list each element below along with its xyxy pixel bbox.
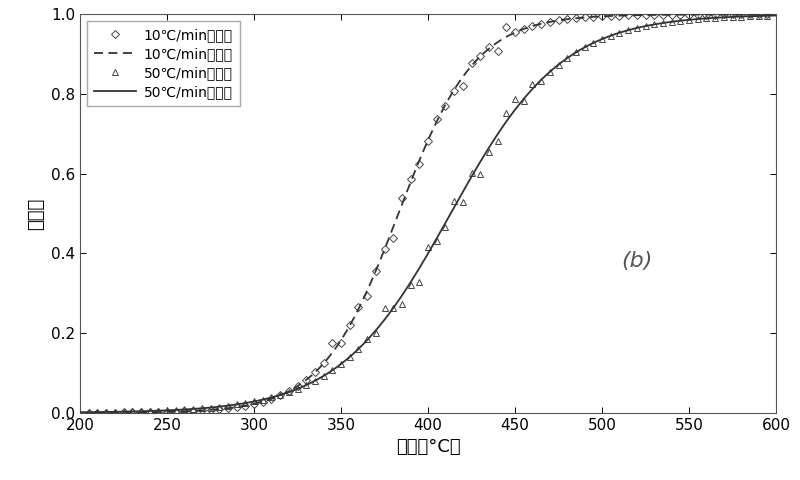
Y-axis label: 转化率: 转化率 [27, 197, 46, 230]
Text: (b): (b) [621, 252, 653, 271]
10℃/min实验点 [475, 53, 485, 59]
50℃/min计算值 [75, 409, 85, 415]
50℃/min实验点 [84, 409, 94, 415]
10℃/min实验点 [762, 12, 772, 17]
10℃/min计算值 [771, 12, 781, 17]
50℃/min计算值 [750, 13, 760, 19]
10℃/min实验点 [266, 396, 276, 402]
50℃/min计算值 [414, 267, 423, 273]
10℃/min实验点 [362, 293, 372, 299]
10℃/min实验点 [580, 14, 590, 20]
50℃/min计算值 [395, 296, 405, 301]
10℃/min计算值 [414, 160, 423, 166]
50℃/min计算值 [771, 12, 781, 18]
Line: 50℃/min实验点: 50℃/min实验点 [86, 12, 770, 416]
50℃/min实验点 [354, 346, 363, 352]
50℃/min实验点 [580, 45, 590, 50]
Line: 10℃/min实验点: 10℃/min实验点 [86, 12, 770, 416]
X-axis label: 温度（°C）: 温度（°C） [396, 438, 460, 456]
10℃/min计算值 [623, 12, 633, 18]
10℃/min计算值 [750, 12, 760, 17]
Line: 10℃/min计算值: 10℃/min计算值 [80, 14, 776, 413]
10℃/min实验点 [84, 410, 94, 416]
10℃/min实验点 [250, 401, 259, 407]
50℃/min实验点 [362, 336, 372, 342]
50℃/min计算值 [110, 409, 120, 415]
10℃/min计算值 [751, 12, 761, 17]
50℃/min实验点 [475, 171, 485, 177]
10℃/min计算值 [75, 410, 85, 416]
50℃/min实验点 [762, 13, 772, 19]
50℃/min计算值 [751, 13, 761, 19]
50℃/min实验点 [250, 398, 259, 404]
10℃/min实验点 [354, 304, 363, 310]
10℃/min计算值 [395, 207, 405, 213]
Line: 50℃/min计算值: 50℃/min计算值 [80, 15, 776, 412]
50℃/min实验点 [266, 395, 276, 400]
50℃/min计算值 [623, 27, 633, 33]
Legend: 10℃/min实验点, 10℃/min计算值, 50℃/min实验点, 50℃/min计算值: 10℃/min实验点, 10℃/min计算值, 50℃/min实验点, 50℃/… [87, 21, 240, 106]
10℃/min计算值 [110, 409, 120, 415]
